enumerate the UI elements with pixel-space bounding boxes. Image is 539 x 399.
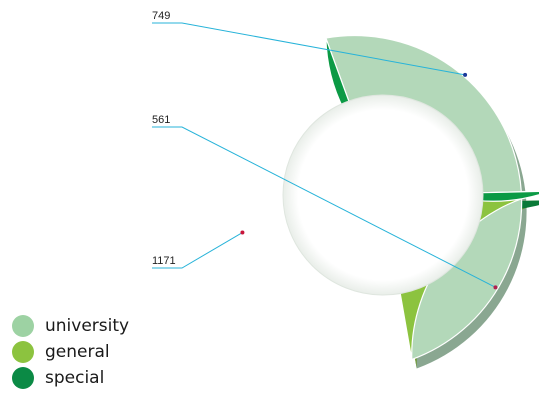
data-label-general: 561 xyxy=(152,114,170,126)
legend-label-general: general xyxy=(45,342,110,362)
legend: university general special xyxy=(12,313,129,391)
leader-line-special xyxy=(152,22,466,76)
data-label-university: 1171 xyxy=(152,255,176,267)
leader-dot-university xyxy=(240,230,245,235)
legend-item-university: university xyxy=(12,313,129,339)
legend-swatch-special xyxy=(12,367,34,389)
legend-swatch-general xyxy=(12,341,34,363)
leader-dot-special xyxy=(463,72,468,77)
data-label-special: 749 xyxy=(152,10,170,22)
leader-line-general xyxy=(152,126,496,288)
legend-label-university: university xyxy=(45,316,130,336)
leader-dot-general xyxy=(493,285,498,290)
leader-lines: 1171 561 749 xyxy=(152,10,498,290)
legend-item-special: special xyxy=(12,365,129,391)
legend-item-general: general xyxy=(12,339,129,365)
donut-hole xyxy=(282,94,484,296)
legend-swatch-university xyxy=(12,315,34,337)
legend-label-special: special xyxy=(45,368,105,388)
leader-line-university xyxy=(152,232,243,269)
